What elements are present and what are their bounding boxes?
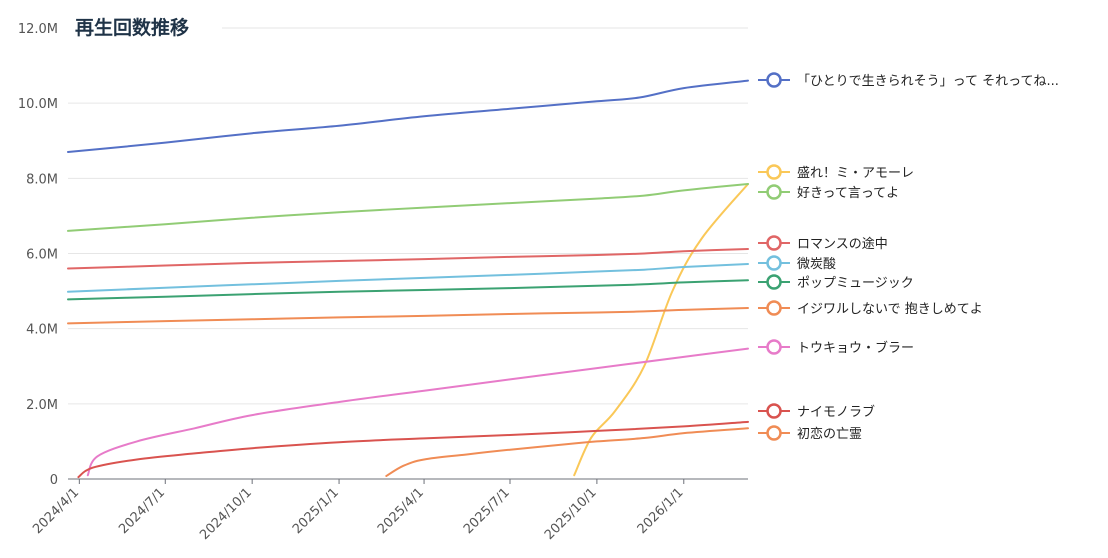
series-line-8 bbox=[86, 347, 749, 477]
x-tick-label: 2024/4/1 bbox=[30, 485, 82, 537]
legend-item[interactable]: イジワルしないで 抱きしめてよ bbox=[758, 300, 983, 317]
series-line-9 bbox=[77, 420, 749, 479]
legend-marker bbox=[766, 72, 782, 88]
x-tick-label: 2025/10/1 bbox=[542, 485, 600, 543]
x-tick-label: 2025/1/1 bbox=[290, 485, 342, 537]
legend-marker bbox=[766, 274, 782, 290]
legend-label: トウキョウ・ブラー bbox=[797, 340, 914, 356]
series-line-7 bbox=[67, 307, 749, 325]
y-tick-label: 2.0M bbox=[26, 398, 58, 413]
title-background bbox=[62, 8, 222, 46]
y-tick-label: 12.0M bbox=[18, 22, 58, 37]
legend-marker bbox=[766, 425, 782, 441]
legend-item[interactable]: ポップミュージック bbox=[758, 274, 914, 292]
y-tick-label: 4.0M bbox=[26, 323, 58, 338]
y-tick-label: 10.0M bbox=[18, 97, 58, 112]
legend-marker bbox=[766, 184, 782, 200]
x-tick-label: 2024/7/1 bbox=[116, 485, 168, 537]
series-line-3 bbox=[67, 183, 749, 232]
legend-marker bbox=[766, 164, 782, 180]
y-axis: 0 2.0M 4.0M 6.0M 8.0M 10.0M 12.0M bbox=[18, 22, 58, 488]
x-tick-label: 2024/10/1 bbox=[197, 485, 255, 543]
legend-marker bbox=[766, 255, 782, 271]
legend-marker bbox=[766, 339, 782, 355]
series-line-6 bbox=[67, 279, 749, 301]
legend-label: 「ひとりで生きられそう」って それってね... bbox=[797, 74, 1059, 89]
x-axis: 2024/4/1 2024/7/1 2024/10/1 2025/1/1 2025/4/… bbox=[30, 478, 748, 543]
series-line-5 bbox=[67, 263, 749, 293]
legend-marker bbox=[766, 235, 782, 251]
legend-item[interactable]: トウキョウ・ブラー bbox=[758, 339, 914, 356]
legend-item[interactable]: 好きって言ってよ bbox=[758, 184, 899, 202]
legend-label: 初恋の亡霊 bbox=[797, 426, 862, 442]
legend-label: ポップミュージック bbox=[797, 276, 914, 291]
legend-marker bbox=[766, 300, 782, 316]
legend-label: イジワルしないで 抱きしめてよ bbox=[797, 301, 983, 317]
legend-item[interactable]: 初恋の亡霊 bbox=[758, 425, 862, 442]
series-lines bbox=[67, 79, 749, 479]
legend-item[interactable]: ナイモノラブ bbox=[758, 403, 875, 420]
legend-item[interactable]: 盛れ！ミ・アモーレ bbox=[758, 164, 914, 182]
grid-lines bbox=[68, 27, 748, 405]
y-tick-label: 8.0M bbox=[26, 172, 58, 187]
y-tick-label: 0 bbox=[50, 473, 58, 488]
series-line-10 bbox=[385, 427, 749, 477]
legend-label: 盛れ！ミ・アモーレ bbox=[797, 166, 914, 181]
legend-label: 好きって言ってよ bbox=[797, 186, 899, 201]
legend-label: ロマンスの途中 bbox=[797, 236, 888, 252]
chart-title: 再生回数推移 bbox=[75, 16, 189, 39]
legend-marker bbox=[766, 403, 782, 419]
legend[interactable]: 「ひとりで生きられそう」って それってね... 盛れ！ミ・アモーレ好きって言ってよ… bbox=[758, 72, 1059, 443]
series-line-1 bbox=[67, 79, 749, 153]
legend-label: 微炭酸 bbox=[797, 257, 836, 272]
series-line-2 bbox=[573, 183, 749, 477]
x-tick-label: 2026/1/1 bbox=[635, 485, 687, 537]
legend-item[interactable]: 「ひとりで生きられそう」って それってね... bbox=[758, 72, 1059, 90]
legend-label: ナイモノラブ bbox=[797, 404, 875, 420]
y-tick-label: 6.0M bbox=[26, 248, 58, 263]
legend-item[interactable]: 微炭酸 bbox=[758, 255, 836, 273]
x-tick-label: 2025/4/1 bbox=[375, 485, 427, 537]
legend-item[interactable]: ロマンスの途中 bbox=[758, 235, 888, 252]
series-line-4 bbox=[67, 248, 749, 270]
x-tick-label: 2025/7/1 bbox=[461, 485, 513, 537]
